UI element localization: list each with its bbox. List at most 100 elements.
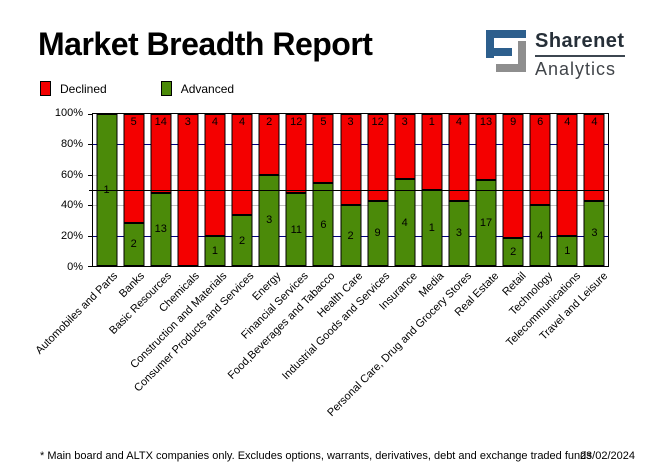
y-axis-tick (88, 144, 92, 146)
declined-value-label: 3 (184, 116, 191, 128)
declined-value-label: 12 (290, 116, 303, 128)
advanced-segment: 2 (502, 238, 524, 266)
advanced-segment: 17 (475, 179, 497, 266)
y-axis-tick (88, 266, 92, 267)
reference-line-50pct (89, 190, 608, 191)
declined-value-label: 14 (154, 116, 167, 128)
declined-segment: 4 (448, 114, 470, 201)
legend-label: Advanced (180, 81, 235, 96)
y-axis-label: 0% (67, 261, 83, 273)
y-axis-label: 60% (60, 168, 83, 181)
y-axis-tick (88, 205, 92, 207)
declined-segment: 9 (502, 114, 524, 239)
advanced-segment: 1 (204, 235, 226, 266)
logo-subtitle: Analytics (535, 59, 617, 79)
bar-industrial-goods-and-services: 12 9 (367, 114, 389, 266)
advanced-segment: 9 (367, 200, 389, 266)
declined-value-label: 3 (347, 116, 354, 128)
chart-legend: Declined Advanced (40, 81, 288, 96)
y-axis-tick (88, 235, 92, 237)
advanced-value-label: 1 (564, 244, 571, 257)
y-axis-label: 80% (60, 137, 83, 150)
advanced-segment: 2 (340, 205, 361, 266)
declined-value-label: 2 (266, 116, 273, 128)
declined-value-label: 13 (479, 116, 493, 128)
declined-segment: 4 (204, 114, 226, 236)
advanced-value-label: 6 (320, 218, 327, 231)
declined-value-label: 12 (371, 116, 384, 128)
declined-value-label: 4 (564, 116, 571, 128)
legend-label: Declined (60, 81, 107, 96)
bar-financial-services: 12 11 (285, 114, 307, 266)
declined-value-label: 6 (537, 116, 544, 128)
advanced-value-label: 4 (401, 216, 408, 229)
advanced-value-label: 11 (290, 223, 302, 236)
declined-segment: 2 (258, 114, 280, 175)
declined-value-label: 1 (428, 116, 435, 128)
declined-value-label: 4 (239, 116, 246, 128)
y-axis: 0% 20% 40% 60% 80% 100% (0, 107, 87, 273)
logo-name: Sharenet (535, 30, 625, 57)
declined-value-label: 4 (211, 116, 219, 128)
advanced-swatch-icon (160, 81, 172, 96)
x-axis-label: Automobiles and Parts (33, 270, 121, 357)
declined-value-label: 3 (401, 116, 408, 128)
advanced-value-label: 1 (428, 222, 435, 234)
advanced-value-label: 3 (455, 227, 462, 240)
footnote: * Main board and ALTX companies only. Ex… (40, 450, 592, 462)
advanced-segment: 3 (583, 200, 605, 266)
declined-value-label: 9 (510, 116, 517, 128)
declined-swatch-icon (40, 81, 51, 96)
declined-segment: 4 (231, 114, 253, 216)
declined-segment: 12 (285, 114, 307, 194)
advanced-segment: 11 (285, 193, 307, 266)
declined-segment: 6 (529, 114, 551, 206)
advanced-value-label: 9 (374, 227, 381, 240)
logo-text: Sharenet Analytics (535, 30, 625, 80)
declined-segment: 5 (123, 114, 145, 223)
declined-segment: 3 (394, 114, 416, 180)
declined-value-label: 5 (320, 116, 327, 128)
advanced-value-label: 3 (266, 214, 273, 227)
advanced-segment: 1 (556, 235, 578, 266)
declined-segment: 1 (421, 114, 443, 190)
y-axis-tick (88, 114, 92, 115)
advanced-segment: 3 (448, 200, 470, 266)
plot-area: 1521413341422312115632129341143131792644… (88, 113, 609, 267)
declined-segment: 13 (475, 114, 497, 180)
x-axis-labels: Automobiles and Parts Banks Basic Resource… (33, 270, 610, 445)
advanced-value-label: 1 (211, 244, 219, 257)
y-axis-label: 100% (54, 107, 83, 119)
declined-segment: 5 (312, 114, 334, 184)
advanced-segment: 13 (150, 192, 172, 266)
declined-segment: 12 (367, 114, 389, 201)
advanced-segment: 3 (258, 174, 280, 266)
advanced-value-label: 17 (479, 216, 493, 229)
declined-value-label: 4 (455, 116, 462, 128)
advanced-segment: 2 (123, 222, 145, 266)
advanced-segment: 4 (529, 205, 551, 266)
advanced-value-label: 2 (239, 234, 246, 247)
declined-segment: 14 (150, 114, 172, 193)
advanced-value-label: 4 (537, 229, 544, 242)
advanced-value-label: 3 (591, 227, 598, 240)
bar-real-estate: 13 17 (475, 114, 497, 266)
sharenet-logo-icon (486, 30, 526, 72)
advanced-segment: 6 (312, 183, 334, 266)
advanced-segment: 2 (231, 215, 253, 266)
legend-item-advanced: Advanced (160, 81, 235, 96)
declined-segment: 4 (583, 114, 605, 201)
advanced-value-label: 13 (154, 223, 167, 236)
advanced-segment: 4 (394, 179, 416, 266)
